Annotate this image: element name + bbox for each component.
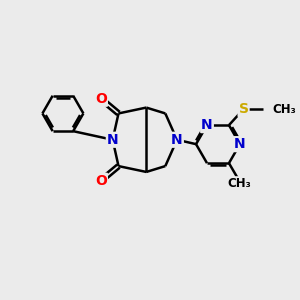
Text: CH₃: CH₃ [227,177,251,190]
Text: CH₃: CH₃ [273,103,297,116]
Text: N: N [107,133,118,147]
Text: O: O [95,92,107,106]
Text: O: O [95,174,107,188]
Text: S: S [238,102,249,116]
Text: N: N [201,118,213,132]
Text: N: N [234,137,246,151]
Text: N: N [171,133,183,147]
